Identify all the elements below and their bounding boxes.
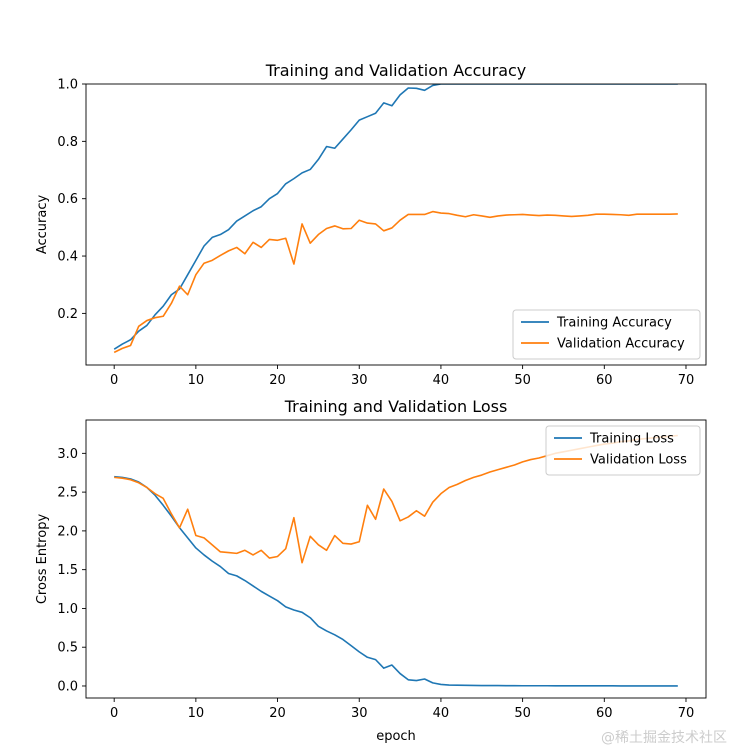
- x-tick-label: 10: [188, 706, 205, 721]
- y-tick-label: 1.0: [57, 602, 78, 617]
- legend: Training Accuracy Validation Accuracy: [512, 309, 701, 360]
- x-tick-label: 70: [678, 706, 695, 721]
- legend-label: Validation Accuracy: [557, 337, 685, 352]
- y-axis-label: Cross Entropy: [35, 514, 50, 605]
- watermark: @稀土掘金技术社区: [601, 730, 727, 746]
- y-tick-label: 2.5: [57, 486, 78, 501]
- series-line-training-accuracy: [113, 84, 678, 350]
- y-tick-label: 2.0: [57, 524, 78, 539]
- legend-label: Validation Loss: [590, 453, 687, 468]
- chart-title: Training and Validation Accuracy: [265, 61, 527, 80]
- y-tick-label: 0.5: [57, 641, 78, 656]
- chart-title: Training and Validation Loss: [284, 397, 508, 416]
- legend: Training Loss Validation Loss: [545, 425, 701, 476]
- x-tick-label: 20: [269, 706, 286, 721]
- x-tick-label: 30: [351, 373, 368, 388]
- y-tick-label: 0.0: [57, 679, 78, 694]
- x-tick-label: 50: [514, 706, 531, 721]
- x-tick-label: 70: [678, 373, 695, 388]
- series-line-training-loss: [114, 475, 678, 687]
- x-tick-label: 40: [433, 373, 450, 388]
- y-tick-label: 0.2: [57, 307, 78, 322]
- x-tick-label: 0: [110, 706, 118, 721]
- loss-chart: Training and Validation Loss 0 10 20 30 40 50 6…: [35, 397, 707, 744]
- x-tick-label: 60: [596, 373, 613, 388]
- x-axis-label: epoch: [376, 729, 416, 744]
- y-axis-label: Accuracy: [35, 195, 50, 255]
- accuracy-chart: Training and Validation Accuracy 0 10 20 30 4…: [35, 61, 707, 388]
- legend-label: Training Loss: [589, 432, 674, 447]
- legend-box: [545, 425, 701, 476]
- y-tick-label: 0.6: [57, 192, 78, 207]
- x-tick-label: 50: [514, 373, 531, 388]
- x-tick-label: 10: [188, 373, 205, 388]
- y-tick-label: 3.0: [57, 447, 78, 462]
- y-tick-label: 0.4: [57, 250, 78, 265]
- y-tick-label: 1.5: [57, 563, 78, 578]
- x-tick-label: 30: [351, 706, 368, 721]
- y-tick-label: 0.8: [57, 135, 78, 150]
- x-tick-label: 20: [269, 373, 286, 388]
- legend-box: [512, 309, 701, 360]
- x-tick-label: 60: [596, 706, 613, 721]
- plot-frame: [85, 83, 707, 366]
- x-tick-label: 40: [433, 706, 450, 721]
- legend-label: Training Accuracy: [556, 316, 672, 331]
- series-line-validation-accuracy: [113, 210, 678, 354]
- y-tick-label: 1.0: [57, 78, 78, 93]
- plot-frame: [85, 419, 707, 699]
- x-tick-label: 0: [110, 373, 118, 388]
